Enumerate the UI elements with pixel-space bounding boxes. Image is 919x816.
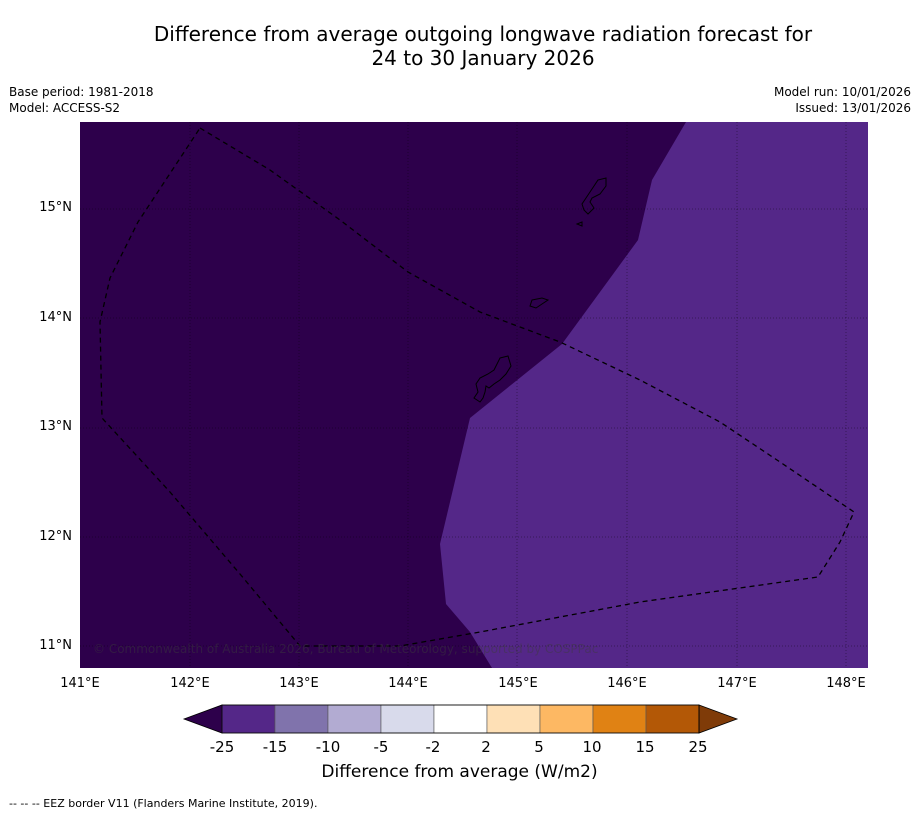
island-tinian-saipan	[581, 177, 607, 215]
colorbar-tick-10: 25	[688, 738, 708, 756]
lon-label-146e: 146°E	[607, 676, 647, 691]
island-rota	[529, 297, 550, 309]
colorbar-bin-6	[486, 704, 541, 734]
chart-title: Difference from average outgoing longwav…	[0, 22, 919, 70]
colorbar-tick-7: 5	[534, 738, 544, 756]
colorbar-tick-6: 2	[481, 738, 491, 756]
lon-label-144e: 144°E	[388, 676, 428, 691]
meta-left: Base period: 1981-2018 Model: ACCESS-S2	[9, 84, 154, 116]
lat-label-13n: 13°N	[39, 419, 72, 434]
colorbar-tick-3: -10	[315, 738, 341, 756]
meta-right: Model run: 10/01/2026 Issued: 13/01/2026	[774, 84, 911, 116]
colorbar-frame	[221, 704, 700, 734]
colorbar-bin-1	[221, 704, 276, 734]
lat-label-14n: 14°N	[39, 310, 72, 325]
colorbar-under-extension	[182, 704, 223, 734]
lat-label-11n: 11°N	[39, 638, 72, 653]
model-name: Model: ACCESS-S2	[9, 101, 121, 115]
map-panel	[80, 122, 868, 668]
colorbar-bin-4	[380, 704, 435, 734]
colorbar-bin-3	[327, 704, 382, 734]
model-run: Model run: 10/01/2026	[773, 85, 911, 99]
lon-label-142e: 142°E	[170, 676, 210, 691]
island-aguijan	[575, 221, 583, 227]
eez-border	[99, 127, 855, 647]
colorbar-bin-5	[433, 704, 488, 734]
colorbar-tick-9: 15	[635, 738, 655, 756]
colorbar-tick-4: -5	[373, 738, 389, 756]
lon-label-145e: 145°E	[498, 676, 538, 691]
lon-label-147e: 147°E	[717, 676, 757, 691]
colorbar	[182, 704, 739, 734]
eez-legend-note: -- -- -- EEZ border V11 (Flanders Marine…	[9, 797, 318, 810]
lon-label-148e: 148°E	[826, 676, 866, 691]
island-guam	[473, 355, 512, 403]
lon-label-143e: 143°E	[279, 676, 319, 691]
colorbar-bin-7	[539, 704, 594, 734]
base-period: Base period: 1981-2018	[9, 85, 154, 99]
colorbar-over-extension	[698, 704, 739, 734]
lon-label-141e: 141°E	[60, 676, 100, 691]
region-moderate-negative	[440, 122, 868, 668]
colorbar-label: Difference from average (W/m2)	[321, 762, 598, 782]
colorbar-tick-5: -2	[425, 738, 441, 756]
lat-label-15n: 15°N	[39, 200, 72, 215]
lat-label-12n: 12°N	[39, 529, 72, 544]
colorbar-tick-8: 10	[582, 738, 602, 756]
gridlines	[80, 122, 868, 668]
copyright-notice: © Commonwealth of Australia 2026, Bureau…	[93, 642, 599, 656]
colorbar-bin-2	[274, 704, 329, 734]
colorbar-bin-8	[592, 704, 647, 734]
colorbar-tick-2: -15	[262, 738, 288, 756]
title-line-2: 24 to 30 January 2026	[371, 46, 595, 70]
issued-date: Issued: 13/01/2026	[795, 101, 911, 115]
colorbar-tick-1: -25	[209, 738, 235, 756]
colorbar-bin-9	[645, 704, 700, 734]
title-line-1: Difference from average outgoing longwav…	[153, 22, 813, 46]
